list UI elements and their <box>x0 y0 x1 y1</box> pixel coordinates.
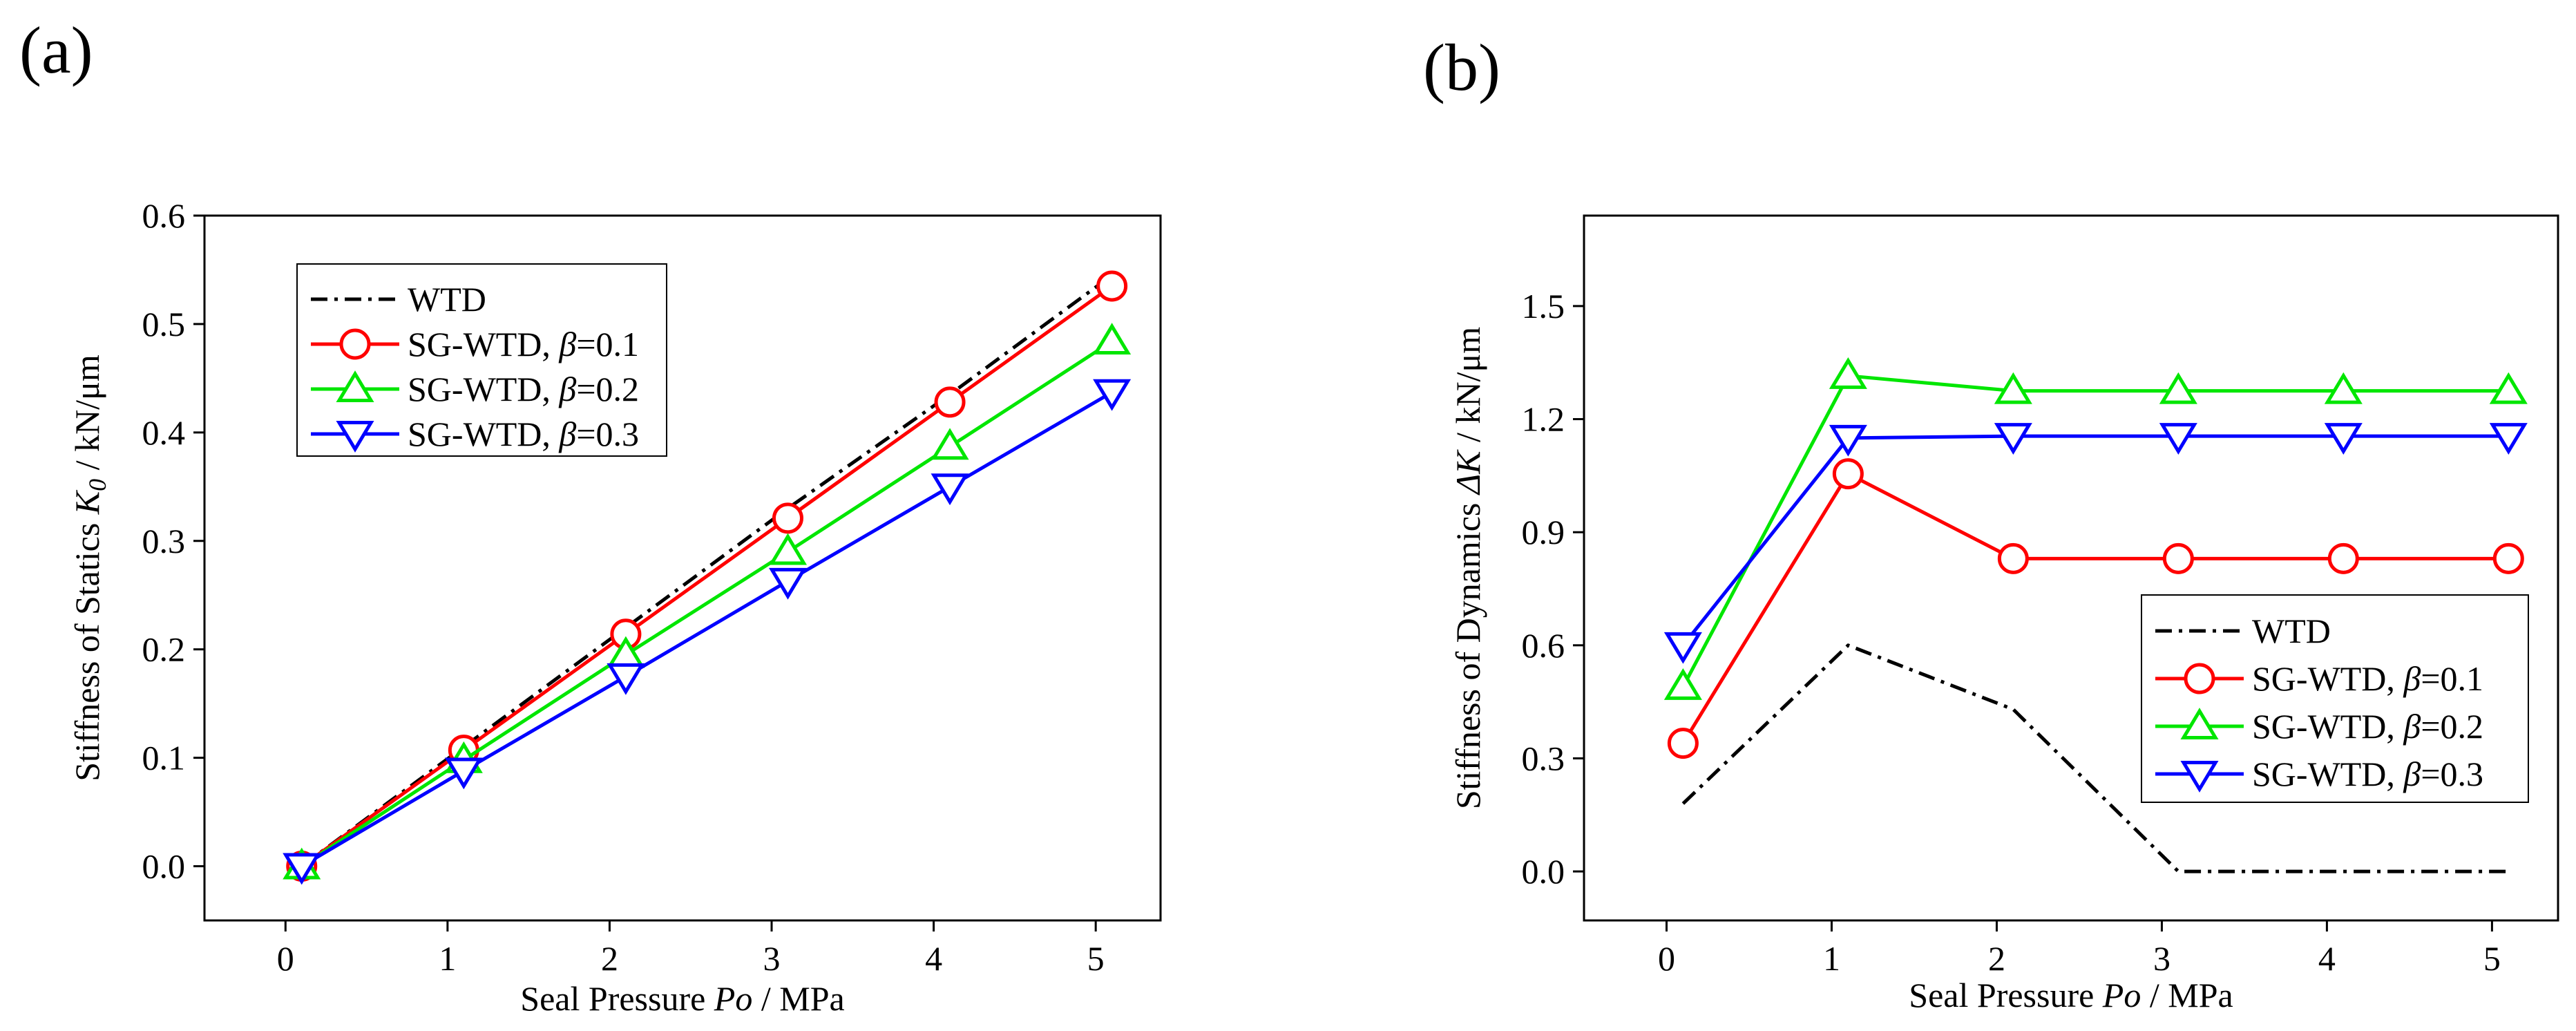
y-tick-label: 1.2 <box>1522 400 1565 439</box>
y-tick-label: 0.3 <box>1522 739 1565 777</box>
data-point <box>768 567 807 600</box>
y-tick-label: 0.0 <box>1522 852 1565 891</box>
data-point <box>2162 542 2194 574</box>
x-tick-label: 1 <box>439 939 456 978</box>
legend: WTD SG-WTD, β=0.1 SG-WTD, β=0.2 SG-WTD, β=0… <box>296 263 667 457</box>
series-line <box>1681 472 2509 744</box>
data-point <box>444 757 483 790</box>
series-line <box>1681 643 2509 873</box>
chart-panel-a: (a) 0 1 2 3 4 5 0.0 0.1 0.2 0.3 0.4 0.5 0.6 Seal Press… <box>19 13 1162 1018</box>
x-tick-label: 2 <box>1988 939 2005 978</box>
legend-marker <box>2184 663 2215 694</box>
y-axis-label: Stiffness of Dynamics ΔK / kN/μm <box>1449 327 1487 809</box>
data-point <box>1829 424 1867 457</box>
y-tick-label: 0.5 <box>142 305 186 343</box>
series-3 <box>283 379 1132 885</box>
data-point <box>283 853 321 885</box>
y-tick-label: 0.6 <box>142 196 186 235</box>
x-tick-label: 0 <box>277 939 294 978</box>
data-point <box>2159 423 2197 455</box>
data-point <box>931 473 969 506</box>
plot-frame <box>203 214 1162 922</box>
series-line <box>300 284 1114 868</box>
data-point <box>934 386 966 418</box>
series-0 <box>1681 643 2509 873</box>
series-line <box>300 390 1113 868</box>
x-tick-label: 2 <box>601 939 618 978</box>
legend-entry: SG-WTD, β=0.1 <box>2252 659 2483 698</box>
chart-panel-b: (b) 0 1 2 3 4 5 0.0 0.3 0.6 0.9 1.2 1.5 Seal Pressure… <box>1423 30 2559 1014</box>
data-point <box>1096 270 1128 302</box>
data-point <box>2159 372 2197 404</box>
x-tick-label: 5 <box>2483 939 2501 978</box>
y-tick-label: 0.3 <box>142 522 186 560</box>
panel-label: (a) <box>19 13 93 87</box>
y-tick-label: 0.2 <box>142 630 186 669</box>
data-point <box>1093 379 1132 411</box>
data-point <box>1994 423 2032 455</box>
data-point <box>1093 323 1132 355</box>
data-point <box>1667 728 1699 759</box>
data-point <box>768 533 807 565</box>
legend-marker <box>339 328 371 360</box>
legend-entry: SG-WTD, β=0.3 <box>2252 755 2483 793</box>
legend-entry: SG-WTD, β=0.3 <box>408 415 639 453</box>
series-1 <box>1667 458 2524 759</box>
legend-marker <box>336 421 374 453</box>
data-point <box>2327 542 2359 574</box>
legend-entry: SG-WTD, β=0.2 <box>2252 707 2483 746</box>
y-axis-label: Stiffness of Statics K0 / kN/μm <box>68 354 111 782</box>
data-point <box>2489 372 2528 404</box>
data-point <box>2324 423 2363 455</box>
data-point <box>2489 423 2528 455</box>
y-tick-label: 0.4 <box>142 413 186 452</box>
x-tick-label: 5 <box>1087 939 1105 978</box>
y-tick-label: 1.5 <box>1522 287 1565 325</box>
y-tick-label: 0.0 <box>142 847 186 886</box>
x-axis-label: Seal Pressure Po / MPa <box>520 979 844 1018</box>
x-tick-label: 4 <box>2318 939 2336 978</box>
legend-entry: WTD <box>2252 612 2331 650</box>
data-point <box>1663 632 1702 664</box>
x-axis-label: Seal Pressure Po / MPa <box>1909 976 2233 1014</box>
y-tick-label: 0.6 <box>1522 626 1565 665</box>
plot-frame <box>1583 214 2559 922</box>
legend-entry: SG-WTD, β=0.1 <box>408 325 639 363</box>
x-tick-label: 1 <box>1823 939 1840 978</box>
y-tick-label: 0.1 <box>142 739 186 777</box>
data-point <box>607 663 645 695</box>
series-line <box>1681 374 2509 688</box>
x-tick-label: 0 <box>1658 939 1675 978</box>
data-point <box>931 428 969 460</box>
y-tick-label: 0.9 <box>1522 513 1565 551</box>
panel-label: (b) <box>1423 30 1500 104</box>
data-point <box>2492 542 2524 574</box>
series-3 <box>1663 423 2528 664</box>
legend-marker <box>336 370 374 402</box>
data-point <box>772 502 803 534</box>
data-point <box>1663 668 1702 700</box>
legend-marker <box>2180 708 2219 739</box>
series-2 <box>1663 357 2528 700</box>
legend-marker <box>2180 761 2219 793</box>
x-tick-label: 4 <box>925 939 942 978</box>
data-point <box>1829 357 1867 389</box>
x-tick-label: 3 <box>763 939 781 978</box>
series-line <box>300 339 1113 868</box>
data-point <box>1994 372 2032 404</box>
series-line <box>1681 434 2509 647</box>
legend-entry: SG-WTD, β=0.2 <box>408 370 639 408</box>
legend-entry: WTD <box>408 280 486 319</box>
data-point <box>2324 372 2363 404</box>
legend: WTD SG-WTD, β=0.1 SG-WTD, β=0.2 SG-WTD, β=0… <box>2141 594 2529 803</box>
x-tick-label: 3 <box>2153 939 2170 978</box>
data-point <box>1997 542 2029 574</box>
data-point <box>1832 458 1864 490</box>
